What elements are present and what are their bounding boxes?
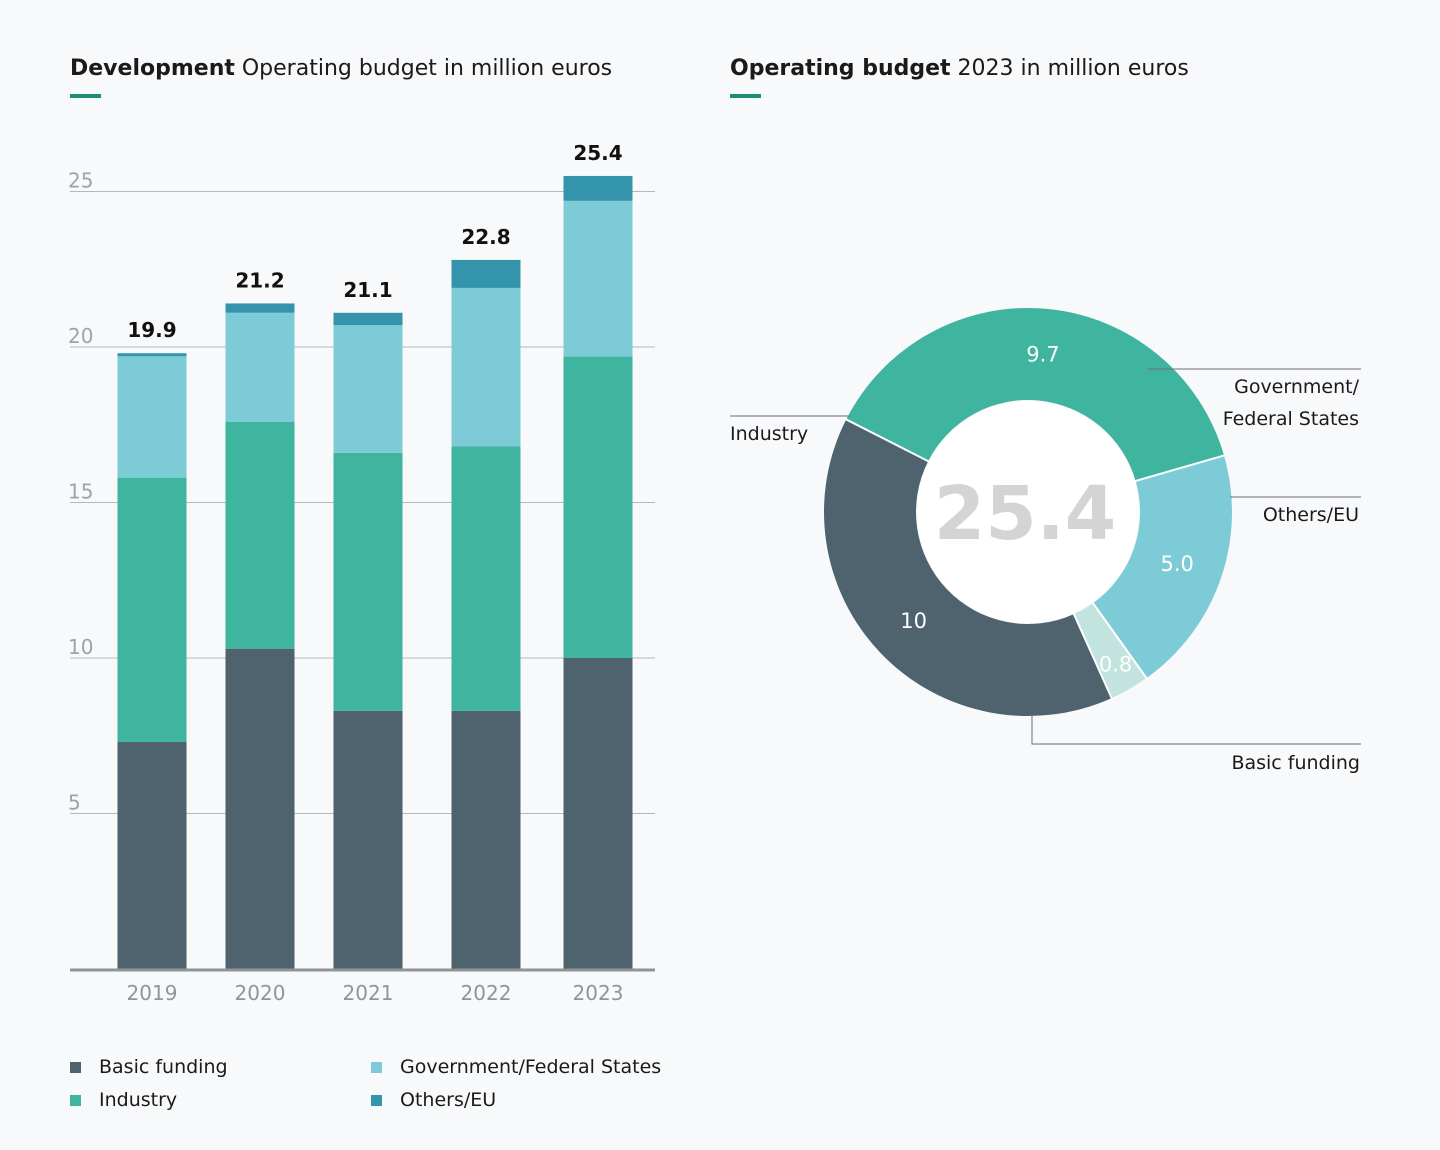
bar-segment [563, 175, 633, 201]
bar-total-label: 21.1 [343, 278, 392, 302]
legend-swatch [70, 1061, 81, 1073]
y-tick-label: 5 [68, 791, 81, 815]
x-tick-label: 2019 [127, 981, 178, 1005]
donut-chart: 5.0 0.8 10 9.7 25.4 Government/Federal States… [730, 308, 1361, 774]
legend-item-government: Government/Federal States [371, 1056, 661, 1078]
bar-segment [225, 421, 295, 649]
bar-segment [451, 259, 521, 288]
donut-slice-value-label: 10 [900, 609, 927, 633]
x-tick-label: 2023 [573, 981, 624, 1005]
legend-label: Industry [99, 1089, 178, 1111]
bar-segment [225, 303, 295, 313]
legend-label: Basic funding [99, 1056, 228, 1078]
donut-slice [1093, 455, 1232, 679]
donut-center [917, 401, 1139, 623]
donut-chart-title-rest: 2023 in million euros [950, 56, 1189, 81]
bar-segment [451, 446, 521, 711]
donut-slice-separator [1072, 611, 1114, 701]
bar-chart-title-bold: Development [70, 56, 235, 81]
callout-label-government: Federal States [1223, 408, 1359, 430]
bar-segment [333, 312, 403, 326]
legend-label: Government/Federal States [400, 1056, 662, 1078]
y-tick-label: 10 [68, 635, 93, 659]
callout-label-industry: Industry [730, 423, 808, 445]
bar-segment [451, 710, 521, 969]
stacked-bar-chart: 5 10 15 20 25 19.9 2019 21.2 2020 21.1 2021 22.8 202… [68, 141, 655, 1005]
donut-chart-title-bold: Operating budget [730, 56, 951, 81]
bar-segment [117, 741, 187, 969]
bar-segment [117, 356, 187, 478]
x-tick-label: 2020 [235, 981, 286, 1005]
legend-label: Others/EU [400, 1089, 497, 1111]
callout-label-government: Government/ [1234, 376, 1359, 398]
bar-segment [117, 477, 187, 742]
donut-slice-separator [1133, 453, 1227, 483]
donut-slice [1073, 603, 1147, 699]
donut-slice-value-label: 9.7 [1026, 343, 1059, 367]
bar-segment [333, 452, 403, 711]
legend-item-others: Others/EU [371, 1089, 496, 1111]
donut-center-total: 25.4 [934, 471, 1117, 557]
legend-swatch [371, 1061, 382, 1073]
donut-slice-value-label: 5.0 [1161, 552, 1194, 576]
donut-slice [846, 308, 1225, 481]
bar-segment [563, 200, 633, 357]
callout-line-basic [1031, 714, 1361, 745]
x-tick-label: 2022 [461, 981, 512, 1005]
bar-total-label: 25.4 [573, 141, 622, 165]
bar-segment [225, 312, 295, 422]
bar-segment [117, 353, 187, 357]
bar-chart-title-rest: Operating budget in million euros [234, 56, 613, 81]
bar-segment [225, 648, 295, 969]
donut-slice-value-label: 0.8 [1099, 653, 1132, 677]
y-tick-label: 25 [68, 169, 93, 193]
callout-label-basic: Basic funding [1231, 752, 1360, 774]
bar-segment [333, 710, 403, 969]
bar-segment [333, 325, 403, 453]
bar-chart-title: Development Operating budget in million … [70, 56, 612, 81]
legend-item-basic-funding: Basic funding [70, 1056, 228, 1078]
bar-total-label: 22.8 [461, 225, 510, 249]
x-tick-label: 2021 [343, 981, 394, 1005]
bar-segment [563, 658, 633, 969]
donut-slice-separator [843, 417, 931, 464]
legend-item-industry: Industry [70, 1089, 177, 1111]
donut-slice-separator [1091, 600, 1149, 681]
donut-chart-title: Operating budget 2023 in million euros [730, 56, 1189, 81]
legend-swatch [371, 1094, 382, 1106]
y-tick-label: 20 [68, 324, 93, 348]
bar-chart-title-rule [70, 94, 101, 98]
bar-segment [563, 356, 633, 658]
donut-slice [824, 419, 1112, 716]
callout-label-others: Others/EU [1263, 504, 1359, 526]
bar-total-label: 19.9 [127, 318, 176, 342]
bar-segment [451, 287, 521, 447]
y-tick-label: 15 [68, 480, 93, 504]
bar-total-label: 21.2 [235, 268, 284, 292]
donut-chart-title-rule [730, 94, 761, 98]
legend-swatch [70, 1094, 81, 1106]
